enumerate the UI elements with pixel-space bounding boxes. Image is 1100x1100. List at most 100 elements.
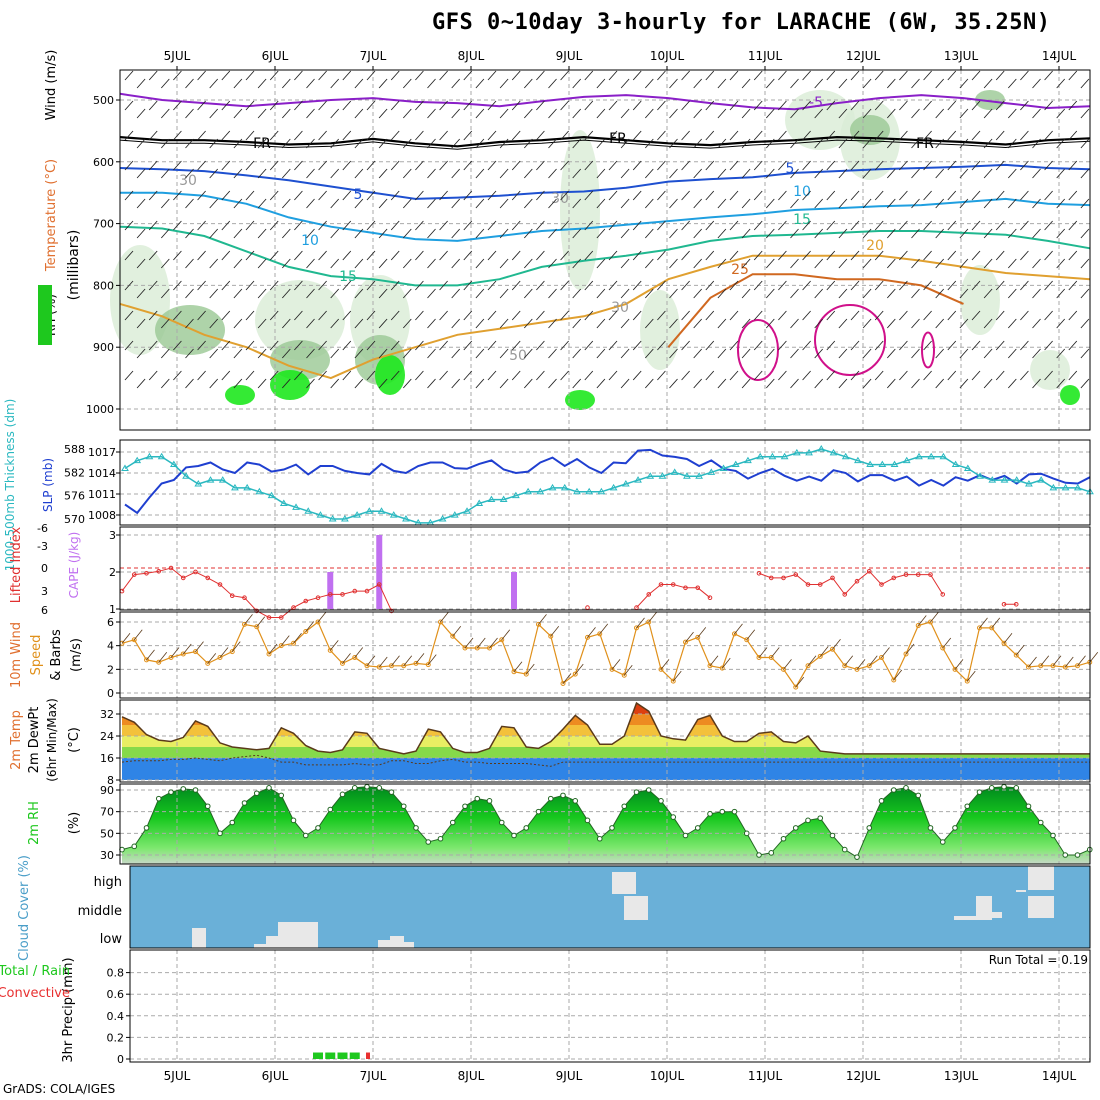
wind-barb-upper — [173, 190, 182, 201]
wind-barb-upper — [499, 228, 509, 239]
wind-barb-upper — [657, 100, 666, 111]
wind-barb-upper — [451, 78, 461, 89]
wind-barb-upper — [983, 168, 993, 179]
wind-barb-upper — [620, 198, 630, 209]
wind-barb-upper — [560, 70, 569, 81]
wind-barb-upper — [657, 160, 666, 171]
date-label-bottom: 8JUL — [458, 1069, 485, 1083]
wind-barb-upper — [862, 318, 872, 329]
wind-barb-upper — [548, 108, 557, 119]
rh-point — [670, 814, 677, 820]
wind-speed-point — [903, 651, 909, 657]
thickness-point — [902, 456, 911, 464]
wind-barb-upper — [1007, 168, 1017, 179]
precip-tick-label: 0.4 — [107, 1010, 125, 1023]
wind-barb-upper — [269, 370, 279, 381]
wind-barb-upper — [765, 78, 775, 89]
wind-barb-upper — [802, 160, 811, 171]
wind-barb-upper — [463, 70, 473, 81]
wind-barb-upper — [390, 190, 400, 201]
wind-barb-upper — [608, 160, 618, 171]
wind-barb-upper — [681, 310, 690, 321]
lifted-index-point — [683, 585, 688, 591]
wind-barb-upper — [233, 198, 243, 209]
rh-point — [756, 852, 762, 858]
isotherm-30-contour — [737, 319, 779, 381]
thickness-point — [744, 456, 752, 464]
wind-barb-upper — [378, 348, 388, 359]
wind-barb-upper — [197, 160, 206, 171]
wind-barb-upper — [814, 168, 824, 179]
wind-barb-upper — [995, 100, 1005, 111]
lifted-index-point — [781, 575, 786, 581]
rh-point — [339, 791, 346, 798]
wind-barb-upper — [1007, 378, 1017, 389]
wind-barb-upper — [124, 310, 134, 321]
wind-barb-upper — [560, 130, 569, 141]
lifted-index-point — [131, 572, 137, 577]
precip-tick-label: 0.8 — [107, 967, 125, 980]
wind-barb-upper — [136, 258, 146, 269]
wind-barb — [195, 641, 204, 652]
rh-point — [792, 825, 799, 831]
wind-barb-upper — [548, 138, 557, 149]
wind-barb-upper — [124, 340, 134, 351]
thickness-point — [915, 452, 923, 460]
wind-barb-upper — [209, 108, 219, 119]
wind-barb-upper — [862, 288, 872, 299]
wind-barb-upper — [511, 250, 521, 261]
wind-barb-upper — [245, 100, 255, 111]
wind-barb-upper — [294, 340, 303, 351]
wind-barb-upper — [778, 340, 787, 351]
wind-barb-upper — [693, 258, 703, 269]
lifted-index-point — [854, 578, 860, 584]
wind-barb-upper — [802, 130, 811, 141]
wind-barb-upper — [657, 220, 666, 231]
wind-barb-upper — [1020, 70, 1029, 81]
date-label-top: 13JUL — [944, 49, 979, 63]
wind-barb-upper — [765, 168, 775, 179]
rh-point — [780, 835, 787, 842]
isotherm-label: 15 — [339, 269, 357, 285]
wind-speed-point — [1026, 664, 1031, 670]
wind-barb-upper — [644, 288, 654, 299]
wind-barb-upper — [862, 78, 872, 89]
wind-speed-point — [621, 672, 627, 678]
ylabel-lifted-index: Lifted Index — [9, 526, 24, 603]
wind-barb-upper — [1044, 370, 1053, 381]
wind-barb-upper — [983, 138, 993, 149]
wind-barb-upper — [451, 168, 461, 179]
isotherm-label: -5 — [809, 95, 823, 111]
wind-barb-upper — [160, 228, 170, 239]
wind-barb-upper — [548, 318, 557, 329]
wind-barb-upper — [886, 138, 896, 149]
wind-barb-upper — [572, 348, 582, 359]
thickness-point — [475, 499, 484, 506]
lifted-index-point — [266, 615, 272, 620]
wind-barb-upper — [1020, 190, 1029, 201]
thickness-point — [463, 507, 471, 514]
wind-barb-upper — [802, 220, 811, 231]
wind-barb-upper — [281, 198, 291, 209]
wind-barb-upper — [983, 378, 993, 389]
wind-barb-upper — [378, 228, 388, 239]
lifted-index-point — [928, 572, 933, 577]
wind-barb-upper — [197, 310, 206, 321]
wind-speed-point — [646, 619, 652, 625]
wind-speed-point — [438, 619, 443, 625]
wind-barb-upper — [681, 280, 690, 291]
rh-point — [388, 789, 395, 795]
wind-barb-upper — [1020, 250, 1029, 261]
isotherm-label: 30 — [179, 173, 197, 189]
thickness-point — [634, 476, 642, 483]
thickness-point — [243, 483, 252, 491]
wind-barb-upper — [596, 348, 606, 359]
wind-barb-upper — [245, 370, 255, 381]
wind-barb-upper — [1020, 280, 1029, 291]
wind-barb-upper — [209, 288, 219, 299]
date-label-top: 12JUL — [846, 49, 881, 63]
wind-barb-upper — [523, 138, 533, 149]
lifted-index-point — [340, 592, 345, 597]
rh-point — [1062, 852, 1069, 858]
wind-barb-upper — [971, 100, 981, 111]
